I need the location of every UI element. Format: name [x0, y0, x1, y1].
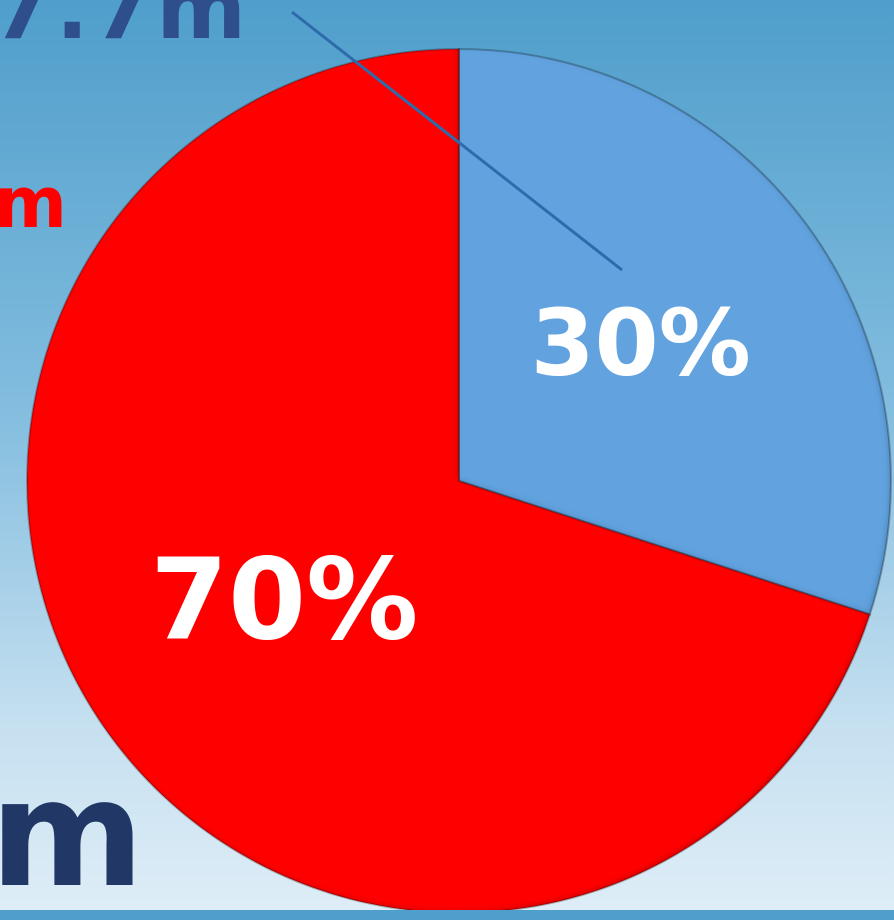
pie-slice [26, 47, 872, 910]
value-label-middle: m [0, 162, 67, 244]
pie-labels: 30% 70% [150, 289, 751, 665]
leader-line [291, 10, 623, 272]
value-label-bottom: m [0, 748, 145, 920]
value-label-top: 7.7m [0, 0, 250, 59]
pie-slice [458, 47, 892, 616]
pie-slices [26, 47, 892, 910]
slice-label: 30% [531, 289, 751, 396]
slice-label: 70% [150, 536, 418, 666]
